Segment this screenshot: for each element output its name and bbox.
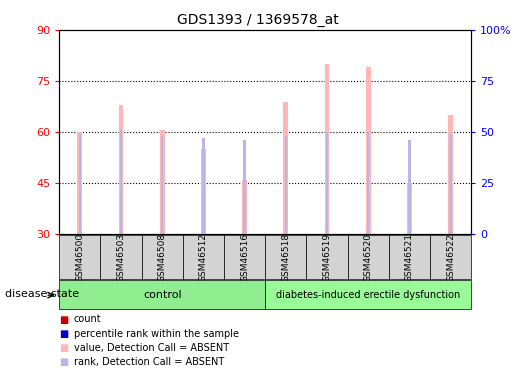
Bar (283, 102, 288, 234)
Bar (183, 235, 224, 279)
Text: GSM46500: GSM46500 (75, 232, 84, 282)
Bar (201, 149, 206, 234)
Bar (59, 280, 265, 309)
Text: value, Detection Call = ABSENT: value, Detection Call = ABSENT (74, 343, 229, 353)
Text: GSM46519: GSM46519 (322, 232, 332, 282)
Bar (265, 235, 306, 279)
Bar (265, 280, 471, 309)
Bar (100, 235, 142, 279)
Text: GSM46518: GSM46518 (281, 232, 290, 282)
Text: GDS1393 / 1369578_at: GDS1393 / 1369578_at (177, 13, 338, 27)
Bar (448, 115, 453, 234)
Bar (348, 235, 389, 279)
Text: ■: ■ (59, 315, 68, 324)
Text: disease state: disease state (5, 290, 79, 299)
Bar (450, 134, 452, 234)
Text: rank, Detection Call = ABSENT: rank, Detection Call = ABSENT (74, 357, 224, 367)
Bar (324, 64, 330, 234)
Text: GSM46508: GSM46508 (158, 232, 167, 282)
Bar (430, 235, 471, 279)
Bar (118, 105, 124, 234)
Text: control: control (143, 290, 182, 300)
Text: count: count (74, 315, 101, 324)
Bar (59, 235, 100, 279)
Bar (326, 132, 328, 234)
Bar (407, 183, 412, 234)
Bar (285, 136, 287, 234)
Text: GSM46516: GSM46516 (240, 232, 249, 282)
Text: GSM46521: GSM46521 (405, 233, 414, 282)
Text: GSM46503: GSM46503 (116, 232, 126, 282)
Bar (142, 235, 183, 279)
Bar (79, 134, 81, 234)
Bar (306, 235, 348, 279)
Bar (244, 140, 246, 234)
Text: ■: ■ (59, 357, 68, 367)
Bar (161, 136, 163, 234)
Bar (389, 235, 430, 279)
Text: diabetes-induced erectile dysfunction: diabetes-induced erectile dysfunction (276, 290, 460, 300)
Bar (367, 132, 369, 234)
Text: ■: ■ (59, 329, 68, 339)
Bar (242, 180, 247, 234)
Text: ■: ■ (59, 343, 68, 353)
Bar (366, 68, 371, 234)
Bar (120, 130, 122, 234)
Bar (77, 132, 82, 234)
Text: GSM46520: GSM46520 (364, 233, 373, 282)
Bar (408, 140, 410, 234)
Text: GSM46522: GSM46522 (446, 233, 455, 282)
Bar (160, 130, 165, 234)
Text: GSM46512: GSM46512 (199, 233, 208, 282)
Text: percentile rank within the sample: percentile rank within the sample (74, 329, 238, 339)
Bar (202, 138, 204, 234)
Bar (224, 235, 265, 279)
